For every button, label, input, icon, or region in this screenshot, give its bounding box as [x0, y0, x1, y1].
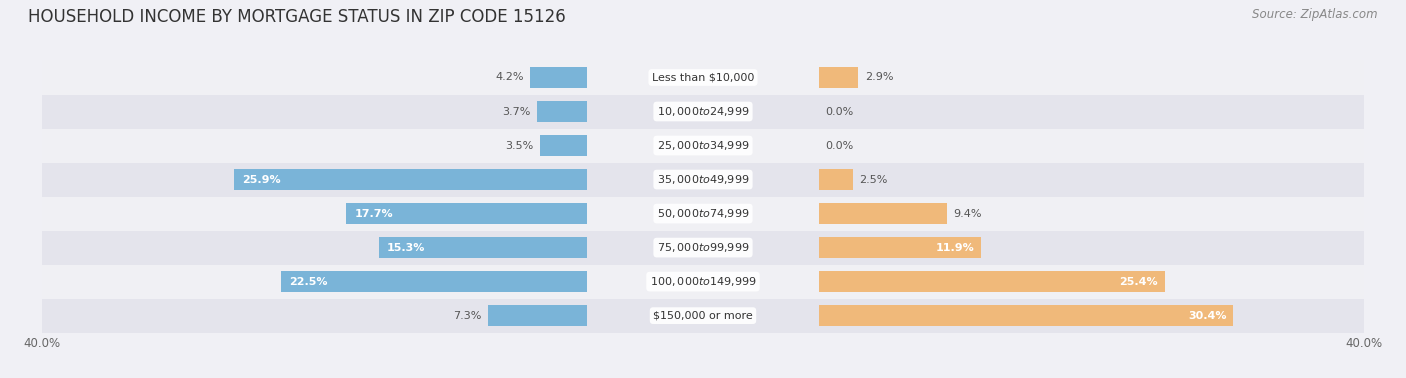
- Bar: [537, 101, 588, 122]
- Text: 0.0%: 0.0%: [825, 107, 853, 116]
- Bar: [818, 169, 852, 190]
- Bar: [281, 271, 588, 292]
- Text: HOUSEHOLD INCOME BY MORTGAGE STATUS IN ZIP CODE 15126: HOUSEHOLD INCOME BY MORTGAGE STATUS IN Z…: [28, 8, 565, 26]
- Bar: [378, 237, 588, 258]
- Text: 2.5%: 2.5%: [859, 175, 887, 184]
- Text: 15.3%: 15.3%: [387, 243, 426, 253]
- Text: 9.4%: 9.4%: [953, 209, 981, 218]
- Text: 17.7%: 17.7%: [354, 209, 394, 218]
- Text: 25.4%: 25.4%: [1119, 277, 1159, 287]
- Legend: Without Mortgage, With Mortgage: Without Mortgage, With Mortgage: [579, 374, 827, 378]
- Text: Source: ZipAtlas.com: Source: ZipAtlas.com: [1253, 8, 1378, 20]
- Text: $50,000 to $74,999: $50,000 to $74,999: [657, 207, 749, 220]
- Bar: [818, 305, 1233, 326]
- Text: 25.9%: 25.9%: [243, 175, 281, 184]
- Bar: [818, 271, 1164, 292]
- Text: 4.2%: 4.2%: [495, 73, 523, 82]
- Bar: [42, 129, 1364, 163]
- Text: 11.9%: 11.9%: [935, 243, 974, 253]
- Bar: [42, 231, 1364, 265]
- Bar: [540, 135, 588, 156]
- Text: Less than $10,000: Less than $10,000: [652, 73, 754, 82]
- Bar: [42, 163, 1364, 197]
- Text: 22.5%: 22.5%: [290, 277, 328, 287]
- Text: $25,000 to $34,999: $25,000 to $34,999: [657, 139, 749, 152]
- Text: 3.7%: 3.7%: [502, 107, 530, 116]
- Bar: [818, 237, 981, 258]
- Text: 3.5%: 3.5%: [505, 141, 533, 150]
- Bar: [42, 197, 1364, 231]
- Text: $10,000 to $24,999: $10,000 to $24,999: [657, 105, 749, 118]
- Bar: [42, 265, 1364, 299]
- Bar: [818, 203, 946, 224]
- Text: $100,000 to $149,999: $100,000 to $149,999: [650, 275, 756, 288]
- Bar: [42, 60, 1364, 94]
- Text: 30.4%: 30.4%: [1188, 311, 1226, 321]
- Bar: [42, 299, 1364, 333]
- Text: 7.3%: 7.3%: [453, 311, 481, 321]
- Bar: [346, 203, 588, 224]
- Bar: [488, 305, 588, 326]
- Text: $35,000 to $49,999: $35,000 to $49,999: [657, 173, 749, 186]
- Bar: [42, 94, 1364, 129]
- Text: 0.0%: 0.0%: [825, 141, 853, 150]
- Bar: [235, 169, 588, 190]
- Text: 2.9%: 2.9%: [865, 73, 893, 82]
- Bar: [530, 67, 588, 88]
- Text: $150,000 or more: $150,000 or more: [654, 311, 752, 321]
- Bar: [818, 67, 858, 88]
- Text: $75,000 to $99,999: $75,000 to $99,999: [657, 241, 749, 254]
